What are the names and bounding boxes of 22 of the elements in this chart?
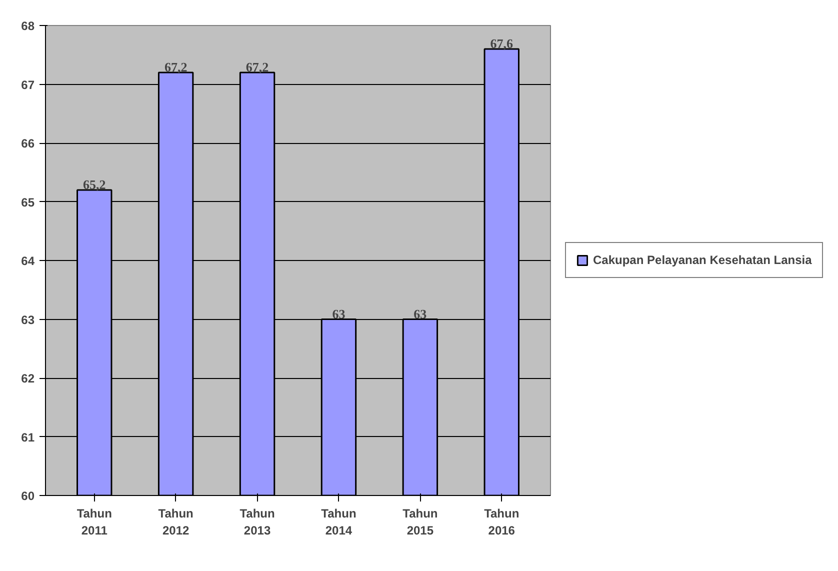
data-label: 63 <box>414 306 428 322</box>
y-tick-label: 65 <box>21 195 35 210</box>
y-tick-label: 60 <box>21 489 35 503</box>
data-label: 67,2 <box>246 60 269 74</box>
x-tick-label: Tahun 2013 <box>240 506 275 538</box>
x-tick-label: Tahun 2015 <box>402 506 438 538</box>
x-tick-label: Tahun 2012 <box>158 506 194 538</box>
legend-label: Cakupan Pelayanan Kesehatan Lansia <box>593 253 812 267</box>
data-label: 67,2 <box>164 60 188 74</box>
y-tick-label: 62 <box>21 372 35 386</box>
y-tick-label: 63 <box>21 312 35 327</box>
x-tick-label: Tahun 2016 <box>484 506 520 538</box>
y-tick-label: 64 <box>21 254 35 268</box>
x-tick-label: Tahun 2011 <box>76 506 112 538</box>
data-label: 67,6 <box>490 36 514 51</box>
y-tick-label: 68 <box>21 19 35 33</box>
y-tick-label: 67 <box>21 78 35 92</box>
y-tick-label: 66 <box>21 136 35 150</box>
x-tick-label: Tahun 2014 <box>321 506 356 538</box>
data-label: 63 <box>332 306 346 322</box>
y-tick-label: 61 <box>21 430 35 444</box>
data-label: 65,2 <box>82 177 106 192</box>
